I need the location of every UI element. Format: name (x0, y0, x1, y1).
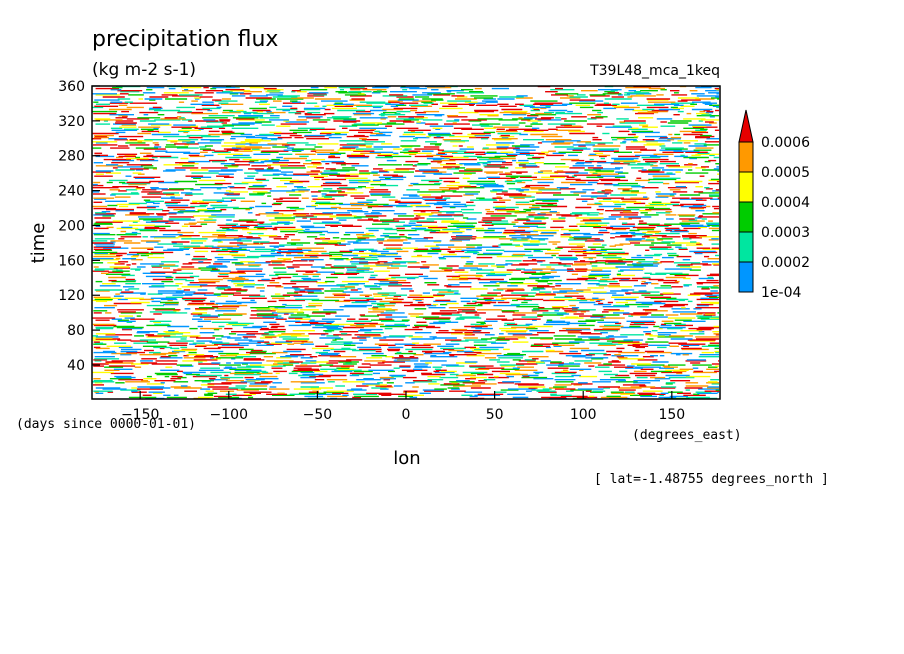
y-tick-label: 360 (58, 79, 85, 95)
colorbar-label: 0.0006 (761, 135, 810, 151)
colorbar: 1e-04 0.0002 0.0003 0.0004 0.0005 0.0006 (738, 109, 810, 301)
colorbar-segment (738, 231, 754, 263)
x-axis-label: lon (393, 448, 420, 469)
x-tick-label: −100 (210, 407, 248, 423)
y-tick-label: 120 (58, 288, 85, 304)
colorbar-overflow-arrow (738, 109, 754, 143)
y-tick-label: 200 (58, 218, 85, 234)
y-axis: 40 80 120 160 200 240 280 320 360 (58, 79, 100, 374)
x-tick-label: 100 (570, 407, 597, 423)
latitude-footnote: [ lat=-1.48755 degrees_north ] (594, 472, 829, 487)
x-tick-label: −150 (121, 407, 159, 423)
precipitation-field (92, 85, 719, 400)
y-tick-label: 40 (67, 358, 85, 374)
colorbar-label: 0.0005 (761, 165, 810, 181)
y-axis-label: time (28, 223, 49, 264)
experiment-label: T39L48_mca_1keq (589, 63, 720, 79)
colorbar-label: 0.0002 (761, 255, 810, 271)
y-axis-units: (days since 0000-01-01) (16, 417, 196, 432)
y-tick-label: 160 (58, 253, 85, 269)
chart-units: (kg m-2 s-1) (92, 60, 196, 80)
x-tick-label: 50 (486, 407, 504, 423)
colorbar-label: 0.0003 (761, 225, 810, 241)
colorbar-label: 1e-04 (761, 285, 801, 301)
colorbar-segment (738, 201, 754, 233)
colorbar-segment (738, 261, 754, 293)
y-tick-label: 320 (58, 114, 85, 130)
x-tick-label: 150 (658, 407, 685, 423)
y-tick-label: 80 (67, 323, 85, 339)
x-axis: −150 −100 −50 0 50 100 150 (121, 391, 685, 423)
colorbar-segment (738, 171, 754, 203)
colorbar-label: 0.0004 (761, 195, 810, 211)
x-tick-label: 0 (402, 407, 411, 423)
x-tick-label: −50 (303, 407, 333, 423)
x-axis-units: (degrees_east) (632, 428, 742, 443)
chart-title: precipitation flux (92, 27, 278, 52)
y-tick-label: 240 (58, 184, 85, 200)
y-tick-label: 280 (58, 149, 85, 165)
colorbar-segment (738, 141, 754, 173)
